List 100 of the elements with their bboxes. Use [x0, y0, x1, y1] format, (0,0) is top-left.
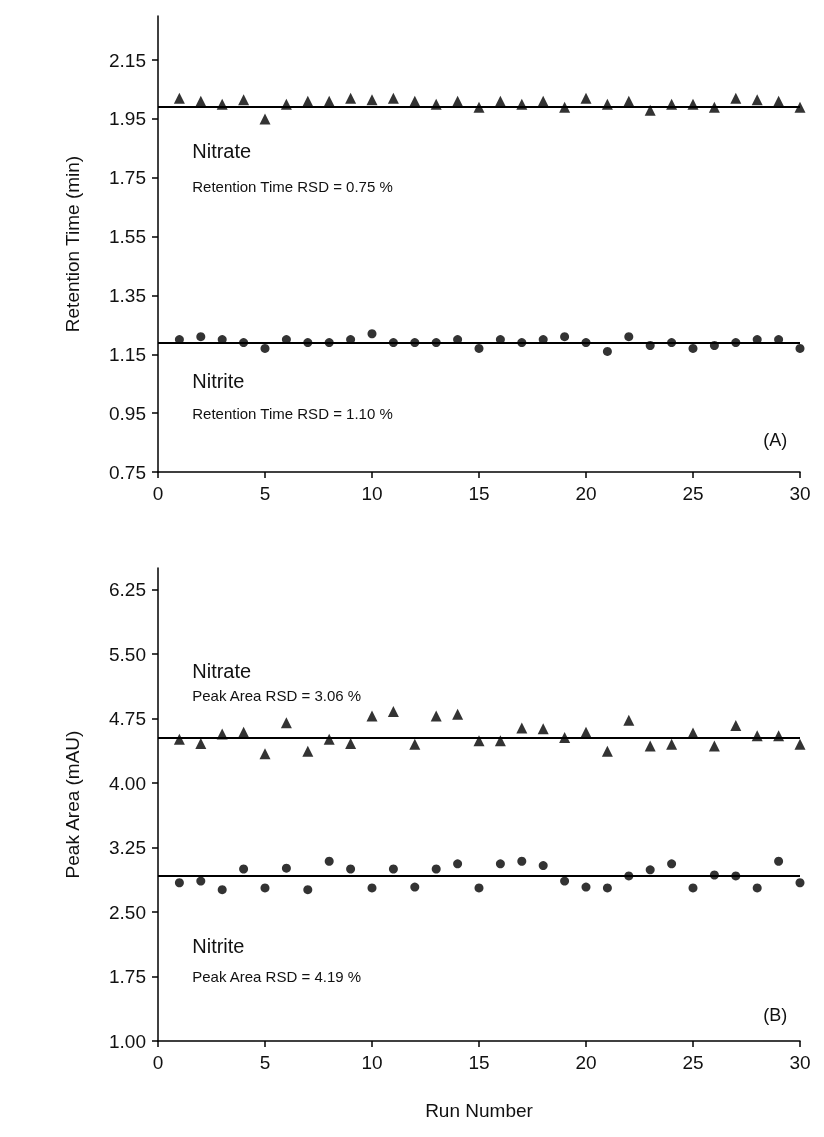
y-tick-label: 1.95 [109, 108, 146, 130]
point [794, 738, 806, 750]
point [345, 92, 357, 104]
point [195, 95, 207, 107]
point [537, 95, 549, 107]
y-tick-label: 0.75 [109, 461, 146, 483]
point [280, 717, 292, 729]
point [239, 864, 249, 874]
point [387, 92, 399, 104]
point [495, 859, 505, 869]
point [474, 883, 484, 893]
annotation: Retention Time RSD = 0.75 % [192, 178, 393, 196]
point [453, 859, 463, 869]
point [516, 722, 528, 734]
x-tick-label: 5 [259, 1052, 271, 1073]
point [238, 94, 250, 106]
point [323, 95, 335, 107]
point [259, 113, 271, 125]
point [367, 329, 377, 339]
point [474, 343, 484, 353]
point [752, 883, 762, 893]
point [196, 332, 206, 342]
point [560, 876, 570, 886]
text: Nitrate [192, 660, 252, 683]
point [623, 95, 635, 107]
x-tick-label: 30 [789, 1052, 811, 1073]
series-label: Nitrite [192, 369, 245, 392]
point [624, 332, 634, 342]
point [730, 92, 742, 104]
x-tick-label: 20 [575, 1052, 597, 1073]
y-tick-label: 1.75 [109, 167, 146, 189]
point [688, 883, 698, 893]
point [259, 748, 271, 760]
point [774, 856, 784, 866]
point [795, 878, 805, 888]
point [431, 864, 441, 874]
x-tick-label: 20 [575, 483, 597, 504]
point [794, 101, 806, 113]
point [688, 343, 698, 353]
point [623, 714, 635, 726]
point [708, 740, 720, 752]
y-tick-label: 0.95 [109, 402, 146, 424]
y-tick-label: 5.50 [109, 643, 146, 665]
y-tick-label: 6.25 [109, 579, 146, 600]
y-tick-label: 4.75 [109, 708, 146, 729]
point [644, 104, 656, 116]
point [387, 706, 399, 718]
point [644, 740, 656, 752]
point [667, 859, 677, 869]
annotation: (A) [763, 429, 788, 450]
point [366, 710, 378, 722]
point [174, 878, 184, 888]
point [302, 745, 314, 757]
annotation: (B) [763, 1005, 788, 1026]
point [430, 710, 442, 722]
y-tick-label: 4.00 [109, 772, 146, 794]
point [196, 876, 206, 886]
point [302, 95, 314, 107]
point [260, 343, 270, 353]
annotation: Peak Area RSD = 4.19 % [192, 968, 362, 985]
y-axis-title: Retention Time (min) [62, 155, 83, 333]
x-tick-label: 15 [468, 483, 490, 504]
point [580, 92, 592, 104]
point [601, 745, 613, 757]
point [409, 738, 421, 750]
point [730, 719, 742, 731]
point [581, 882, 591, 892]
point [517, 856, 527, 866]
point [538, 861, 548, 871]
point [324, 856, 334, 866]
x-tick-label: 5 [259, 483, 271, 504]
point [666, 738, 678, 750]
point [559, 101, 571, 113]
point [452, 708, 464, 720]
x-tick-label: 30 [789, 483, 811, 504]
point [260, 883, 270, 893]
x-tick-label: 0 [152, 483, 164, 504]
x-tick-label: 25 [682, 483, 704, 504]
point [537, 723, 549, 735]
point [323, 733, 335, 745]
x-tick-label: 15 [468, 1052, 490, 1073]
point [281, 863, 291, 873]
y-tick-label: 2.15 [109, 49, 146, 71]
y-tick-label: 1.75 [109, 966, 146, 987]
point [303, 885, 313, 895]
x-tick-label: 10 [361, 483, 383, 504]
point [560, 332, 570, 342]
text: Nitrite [192, 935, 245, 958]
point [410, 882, 420, 892]
point [602, 346, 612, 356]
point [645, 865, 655, 875]
point [346, 864, 356, 874]
y-tick-label: 1.00 [109, 1030, 146, 1052]
point [367, 883, 377, 893]
y-tick-label: 1.55 [109, 226, 146, 248]
point [217, 885, 227, 895]
annotation: Peak Area RSD = 3.06 % [192, 686, 362, 704]
y-tick-label: 1.15 [109, 343, 146, 365]
point [795, 343, 805, 353]
x-axis-title: Run Number [425, 1100, 534, 1121]
